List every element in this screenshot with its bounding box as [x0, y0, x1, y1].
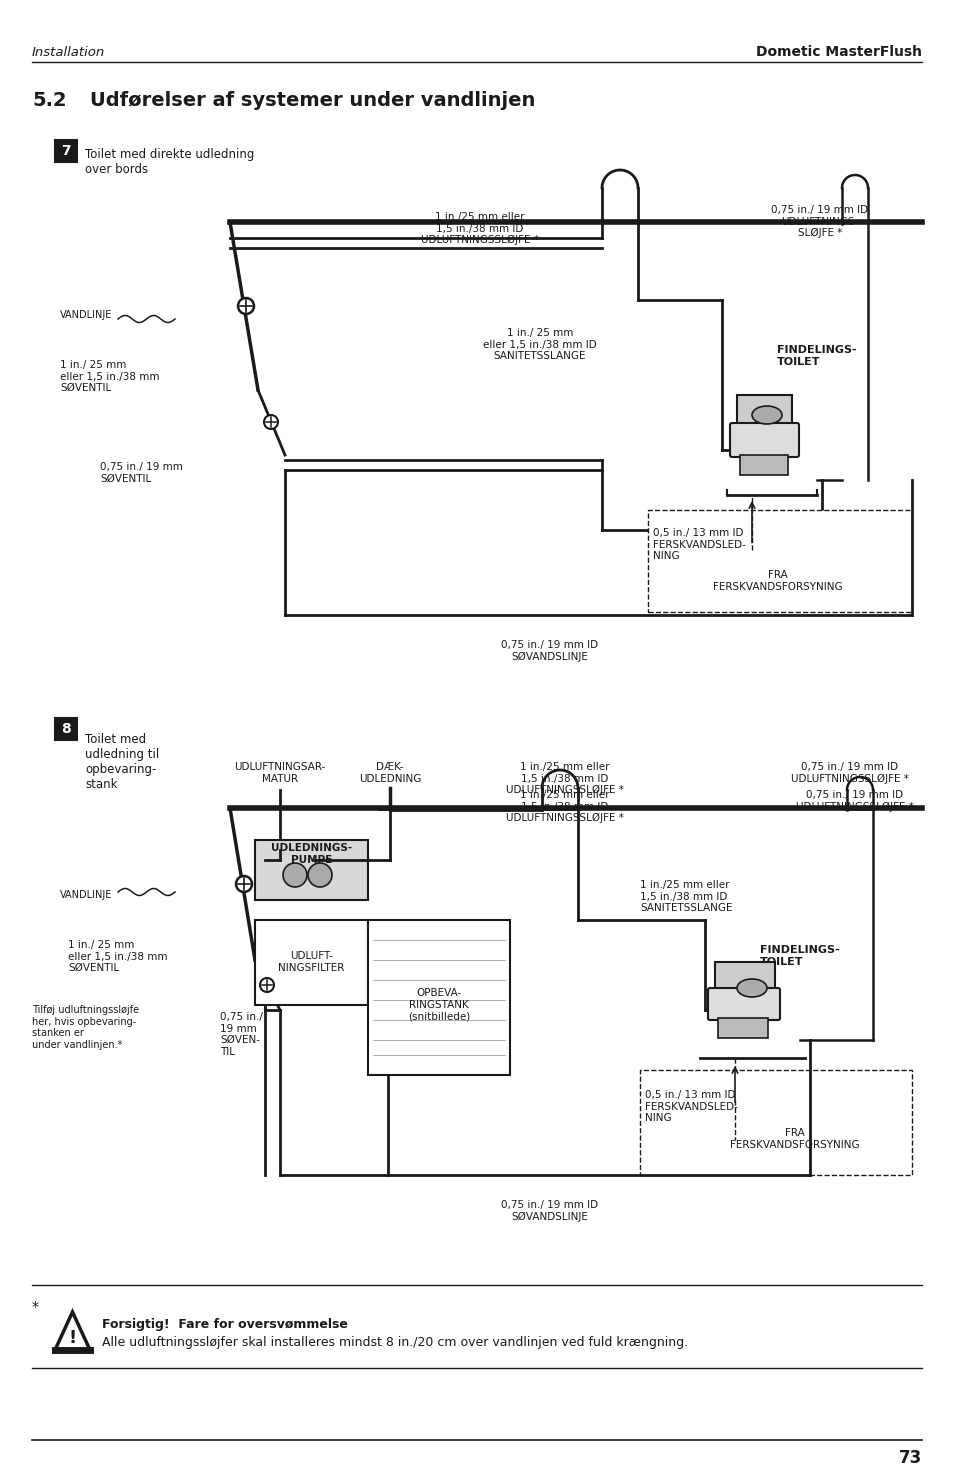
Text: 1 in./25 mm eller
1,5 in./38 mm ID
UDLUFTNINGSSLØJFE *: 1 in./25 mm eller 1,5 in./38 mm ID UDLUF…: [420, 212, 538, 245]
Text: !: !: [69, 1329, 76, 1347]
FancyBboxPatch shape: [740, 454, 787, 475]
Text: 0,75 in./ 19 mm ID
UDLUFTNINGSSLØJFE *: 0,75 in./ 19 mm ID UDLUFTNINGSSLØJFE *: [795, 791, 913, 811]
Text: Forsigtig!  Fare for oversvømmelse: Forsigtig! Fare for oversvømmelse: [102, 1319, 348, 1330]
Text: 0,75 in./ 19 mm ID
UDLUFTNINGSSLØJFE *: 0,75 in./ 19 mm ID UDLUFTNINGSSLØJFE *: [790, 763, 908, 783]
Text: 1 in./ 25 mm
eller 1,5 in./38 mm
SØVENTIL: 1 in./ 25 mm eller 1,5 in./38 mm SØVENTI…: [60, 360, 159, 394]
Text: *: *: [32, 1299, 39, 1314]
Text: Tilføj udluftningssløjfe
her, hvis opbevaring-
stanken er
under vandlinjen.*: Tilføj udluftningssløjfe her, hvis opbev…: [32, 1004, 139, 1050]
FancyBboxPatch shape: [254, 839, 368, 900]
Text: 1 in./25 mm eller
1,5 in./38 mm ID
SANITETSSLANGE: 1 in./25 mm eller 1,5 in./38 mm ID SANIT…: [639, 881, 732, 913]
Text: 1 in./ 25 mm
eller 1,5 in./38 mm ID
SANITETSSLANGE: 1 in./ 25 mm eller 1,5 in./38 mm ID SANI…: [482, 327, 597, 361]
Text: 1 in./25 mm eller
1,5 in./38 mm ID
UDLUFTNINGSSLØJFE *: 1 in./25 mm eller 1,5 in./38 mm ID UDLUF…: [505, 791, 623, 823]
Text: Alle udluftningssløjfer skal installeres mindst 8 in./20 cm over vandlinjen ved : Alle udluftningssløjfer skal installeres…: [102, 1336, 687, 1350]
Circle shape: [237, 298, 253, 314]
Polygon shape: [55, 1311, 90, 1350]
Text: UDLUFT-
NINGSFILTER: UDLUFT- NINGSFILTER: [278, 951, 344, 974]
Text: OPBEVA-
RINGSTANK
(snitbillede): OPBEVA- RINGSTANK (snitbillede): [408, 988, 470, 1022]
FancyBboxPatch shape: [368, 920, 510, 1075]
FancyBboxPatch shape: [254, 920, 368, 1004]
Text: 0,75 in./ 19 mm ID
SØVANDSLINJE: 0,75 in./ 19 mm ID SØVANDSLINJE: [501, 640, 598, 662]
Text: FRA
FERSKVANDSFORSYNING: FRA FERSKVANDSFORSYNING: [729, 1128, 859, 1149]
FancyBboxPatch shape: [707, 988, 780, 1021]
Circle shape: [235, 876, 252, 892]
FancyBboxPatch shape: [647, 510, 911, 612]
Text: 0,5 in./ 13 mm ID
FERSKVANDSLED-
NING: 0,5 in./ 13 mm ID FERSKVANDSLED- NING: [652, 528, 745, 560]
FancyBboxPatch shape: [714, 962, 774, 1000]
Text: 7: 7: [61, 145, 71, 158]
FancyBboxPatch shape: [55, 140, 77, 162]
FancyBboxPatch shape: [718, 1018, 767, 1038]
Text: 0,75 in./ 19 mm ID
UDLUFTNINGS-
SLØJFE *: 0,75 in./ 19 mm ID UDLUFTNINGS- SLØJFE *: [771, 205, 867, 239]
Text: FINDELINGS-
TOILET: FINDELINGS- TOILET: [760, 945, 839, 966]
Text: Udførelser af systemer under vandlinjen: Udførelser af systemer under vandlinjen: [90, 90, 535, 109]
FancyBboxPatch shape: [737, 395, 791, 431]
Text: Dometic MasterFlush: Dometic MasterFlush: [755, 46, 921, 59]
FancyBboxPatch shape: [639, 1069, 911, 1176]
Text: 73: 73: [898, 1448, 921, 1468]
Text: VANDLINJE: VANDLINJE: [60, 889, 112, 900]
Text: DÆK-
UDLEDNING: DÆK- UDLEDNING: [358, 763, 420, 783]
Text: 0,75 in./ 19 mm ID
SØVANDSLINJE: 0,75 in./ 19 mm ID SØVANDSLINJE: [501, 1201, 598, 1221]
Text: Toilet med
udledning til
opbevaring-
stank: Toilet med udledning til opbevaring- sta…: [85, 733, 159, 791]
Text: Toilet med direkte udledning
over bords: Toilet med direkte udledning over bords: [85, 148, 254, 176]
Text: 1 in./25 mm eller
1,5 in./38 mm ID
UDLUFTNINGSSLØJFE *: 1 in./25 mm eller 1,5 in./38 mm ID UDLUF…: [505, 763, 623, 795]
Text: 0,5 in./ 13 mm ID
FERSKVANDSLED-
NING: 0,5 in./ 13 mm ID FERSKVANDSLED- NING: [644, 1090, 737, 1122]
Text: 5.2: 5.2: [32, 90, 67, 109]
Text: UDLUFTNINGSAR-
MATUR: UDLUFTNINGSAR- MATUR: [234, 763, 325, 783]
Circle shape: [308, 863, 332, 886]
Text: 8: 8: [61, 721, 71, 736]
FancyBboxPatch shape: [729, 423, 799, 457]
Text: UDLEDNINGS-
PUMPE: UDLEDNINGS- PUMPE: [271, 844, 352, 864]
Circle shape: [283, 863, 307, 886]
Circle shape: [260, 978, 274, 993]
Text: 0,75 in./ 19 mm
SØVENTIL: 0,75 in./ 19 mm SØVENTIL: [100, 462, 183, 484]
Ellipse shape: [751, 406, 781, 423]
Ellipse shape: [737, 979, 766, 997]
Text: 0,75 in./
19 mm
SØVEN-
TIL: 0,75 in./ 19 mm SØVEN- TIL: [220, 1012, 263, 1056]
Text: 1 in./ 25 mm
eller 1,5 in./38 mm
SØVENTIL: 1 in./ 25 mm eller 1,5 in./38 mm SØVENTI…: [68, 940, 168, 974]
Text: FRA
FERSKVANDSFORSYNING: FRA FERSKVANDSFORSYNING: [713, 569, 841, 591]
Text: Installation: Installation: [32, 46, 105, 59]
Circle shape: [264, 414, 277, 429]
Text: FINDELINGS-
TOILET: FINDELINGS- TOILET: [776, 345, 856, 367]
Text: VANDLINJE: VANDLINJE: [60, 310, 112, 320]
FancyBboxPatch shape: [55, 718, 77, 740]
